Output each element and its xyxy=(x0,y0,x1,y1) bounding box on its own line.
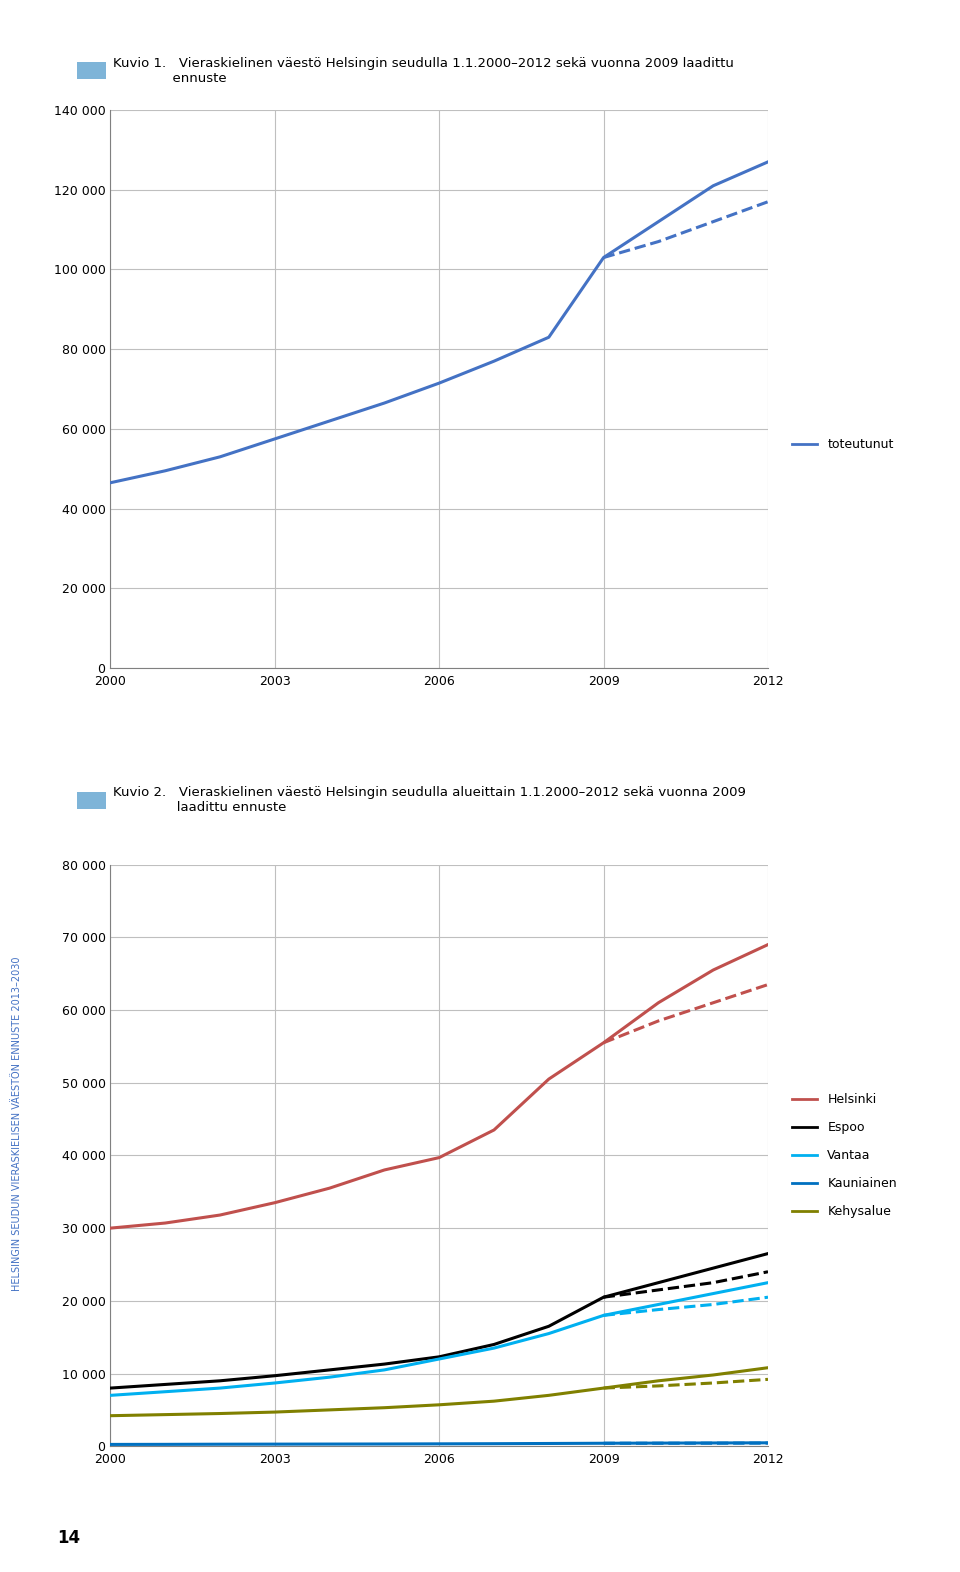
Text: HELSINGIN SEUDUN VIERASKIELISEN VÄESTÖN ENNUSTE 2013–2030: HELSINGIN SEUDUN VIERASKIELISEN VÄESTÖN … xyxy=(12,957,22,1291)
Legend: toteutunut: toteutunut xyxy=(787,434,899,456)
Legend: Helsinki, Espoo, Vantaa, Kauniainen, Kehysalue: Helsinki, Espoo, Vantaa, Kauniainen, Keh… xyxy=(787,1088,902,1223)
Text: Kuvio 2.   Vieraskielinen väestö Helsingin seudulla alueittain 1.1.2000–2012 sek: Kuvio 2. Vieraskielinen väestö Helsingin… xyxy=(113,786,746,814)
Text: Kuvio 1.   Vieraskielinen väestö Helsingin seudulla 1.1.2000–2012 sekä vuonna 20: Kuvio 1. Vieraskielinen väestö Helsingin… xyxy=(113,57,734,85)
Text: 14: 14 xyxy=(58,1530,81,1547)
